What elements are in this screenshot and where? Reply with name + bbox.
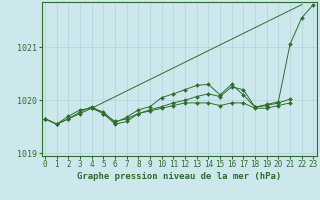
X-axis label: Graphe pression niveau de la mer (hPa): Graphe pression niveau de la mer (hPa)	[77, 172, 281, 181]
